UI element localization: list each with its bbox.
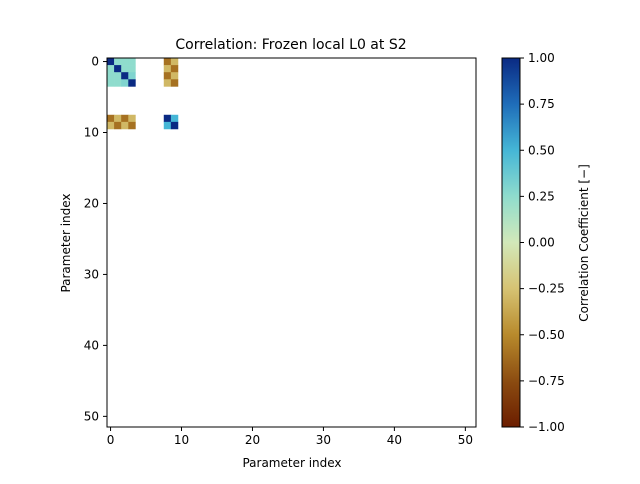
heatmap-cell (121, 65, 129, 73)
heatmap-cell (128, 79, 136, 87)
heatmap-cell (170, 114, 179, 123)
heatmap-cell (114, 79, 122, 87)
heatmap-cell (128, 58, 136, 66)
colorbar-tick-label: 0.25 (528, 189, 555, 203)
heatmap-cell (163, 72, 172, 80)
y-axis-ticks: 0 10 20 30 40 50 (84, 55, 107, 423)
x-axis-ticks: 0 10 20 30 40 50 (107, 427, 473, 447)
heatmap-cell (170, 58, 179, 66)
heatmap-cell (163, 79, 172, 87)
colorbar-tick-label: 0.75 (528, 97, 555, 111)
heatmap-cell (114, 72, 122, 80)
heatmap-cell (128, 121, 136, 130)
y-tick-label: 20 (84, 196, 99, 210)
heatmap-cell (114, 58, 122, 66)
colorbar (501, 57, 521, 428)
plot-area (107, 58, 179, 130)
colorbar-tick-label: −0.50 (528, 328, 565, 342)
y-tick-label: 40 (84, 338, 99, 352)
colorbar-tick-label: 1.00 (528, 51, 555, 65)
heatmap-cell (121, 58, 129, 66)
heatmap-cell (114, 121, 122, 130)
heatmap-cell (107, 65, 115, 73)
colorbar-tick-label: −0.25 (528, 282, 565, 296)
heatmap-cell (121, 79, 129, 87)
colorbar-tick-label: −0.75 (528, 374, 565, 388)
heatmap-cell (114, 65, 122, 73)
x-tick-label: 0 (107, 433, 115, 447)
heatmap-cell (107, 121, 115, 130)
colorbar-ticks: 1.00 0.75 0.50 0.25 0.00 −0.25 −0.50 −0.75 −1.00 (520, 51, 565, 434)
plot-frame (106, 57, 477, 428)
chart-title: Correlation: Frozen local L0 at S2 (175, 37, 406, 53)
colorbar-tick-label: 0.50 (528, 143, 555, 157)
heatmap-cell (128, 114, 136, 123)
colorbar-label: Correlation Coefficient [−] (577, 164, 591, 322)
x-tick-label: 30 (316, 433, 331, 447)
heatmap-cell (107, 114, 115, 123)
heatmap-cell (107, 58, 115, 66)
y-tick-label: 30 (84, 267, 99, 281)
x-tick-label: 40 (387, 433, 402, 447)
heatmap-cell (114, 114, 122, 123)
heatmap-cell (163, 114, 172, 123)
heatmap-cell (163, 58, 172, 66)
y-axis-label: Parameter index (59, 193, 73, 292)
colorbar-tick-label: 0.00 (528, 236, 555, 250)
heatmap-cell (121, 72, 129, 80)
heatmap-cell (128, 72, 136, 80)
x-tick-label: 50 (458, 433, 473, 447)
y-tick-label: 10 (84, 126, 99, 140)
y-tick-label: 0 (91, 55, 99, 69)
heatmap-cell (170, 65, 179, 73)
heatmap-cell (107, 79, 115, 87)
heatmap-cell (170, 72, 179, 80)
heatmap-cell (170, 121, 179, 130)
heatmap-cell (163, 121, 172, 130)
heatmap-cell (163, 65, 172, 73)
x-tick-label: 20 (245, 433, 260, 447)
heatmap-cell (170, 79, 179, 87)
colorbar-tick-label: −1.00 (528, 420, 565, 434)
heatmap-cell (121, 121, 129, 130)
heatmap-cell (107, 72, 115, 80)
heatmap-cell (121, 114, 129, 123)
heatmap-cell (128, 65, 136, 73)
y-tick-label: 50 (84, 409, 99, 423)
x-tick-label: 10 (174, 433, 189, 447)
x-axis-label: Parameter index (242, 456, 341, 470)
